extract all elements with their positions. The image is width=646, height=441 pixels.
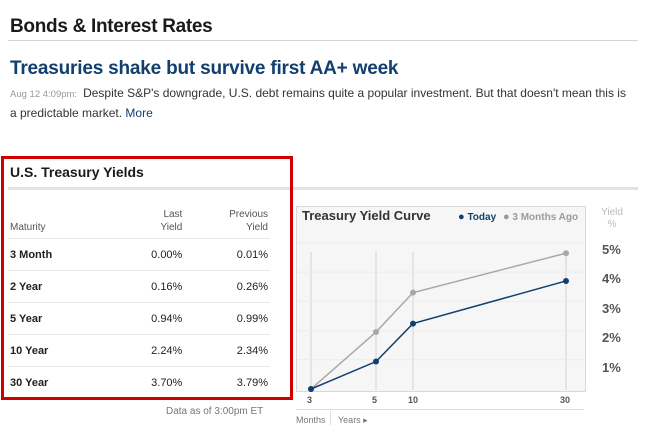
last-yield-cell: 2.24% xyxy=(104,334,185,367)
previous-yield-cell: 0.99% xyxy=(184,302,270,335)
table-row: 3 Month 0.00% 0.01% xyxy=(8,238,270,271)
previous-yield-cell: 2.34% xyxy=(184,334,270,367)
table-row: 2 Year 0.16% 0.26% xyxy=(8,270,270,303)
maturity-cell: 5 Year xyxy=(8,302,105,335)
article-headline-link[interactable]: Treasuries shake but survive first AA+ w… xyxy=(10,58,399,79)
data-point-today xyxy=(373,358,379,365)
y-tick-label: 3% xyxy=(602,301,621,316)
series-line-today xyxy=(310,280,567,390)
article-timestamp: Aug 12 4:09pm: xyxy=(10,89,78,100)
x-tick-label: 10 xyxy=(408,395,419,405)
chart-legend: ● Today ● 3 Months Ago xyxy=(458,211,578,223)
article-summary: Aug 12 4:09pm: Despite S&P's downgrade, U… xyxy=(10,84,632,122)
more-link[interactable]: More xyxy=(125,106,153,120)
y-tick-label: 1% xyxy=(602,360,621,375)
y-tick-label: 2% xyxy=(602,330,621,345)
highlight-box xyxy=(1,156,293,400)
treasury-yields-table: Maturity Last Yield Previous Yield 3 Month… xyxy=(8,205,270,398)
yields-section-divider xyxy=(8,187,638,190)
data-timestamp: Data as of 3:00pm ET xyxy=(166,406,264,417)
axis-unit-separator xyxy=(330,411,331,425)
table-row: 10 Year 2.24% 2.34% xyxy=(8,334,270,367)
x-axis-strip xyxy=(296,409,584,410)
yields-title: U.S. Treasury Yields xyxy=(10,164,144,180)
legend-today: ● Today xyxy=(458,211,497,223)
data-point-3-months-ago xyxy=(410,289,416,296)
col-maturity-header: Maturity xyxy=(8,205,105,239)
previous-yield-cell: 0.26% xyxy=(184,270,270,303)
chart-title: Treasury Yield Curve xyxy=(302,208,431,223)
x-tick-label: 5 xyxy=(372,395,378,405)
last-yield-cell: 3.70% xyxy=(151,376,183,389)
maturity-cell: 3 Month xyxy=(8,238,105,271)
data-point-today xyxy=(308,386,314,392)
y-tick-label: 4% xyxy=(602,271,621,286)
months-axis-label: Months xyxy=(296,415,326,425)
x-tick-label: 3 xyxy=(307,395,313,405)
col-previous-yield-header: Previous Yield xyxy=(184,205,270,239)
maturity-cell: 10 Year xyxy=(8,334,105,367)
table-row: 5 Year 0.94% 0.99% xyxy=(8,302,270,335)
data-point-3-months-ago xyxy=(373,329,379,336)
last-yield-cell: 0.94% xyxy=(104,302,185,335)
data-point-3-months-ago xyxy=(563,250,569,257)
section-title: Bonds & Interest Rates xyxy=(10,16,213,37)
x-tick-label: 30 xyxy=(560,395,571,405)
data-point-today xyxy=(410,320,416,327)
maturity-cell: 30 Year xyxy=(10,376,49,389)
table-row: 30 Year 3.70% 3.79% xyxy=(8,367,270,399)
y-tick-label: 5% xyxy=(602,242,621,257)
series-line-3-months-ago xyxy=(310,252,567,390)
maturity-cell: 2 Year xyxy=(8,270,105,303)
col-last-yield-header: Last Yield xyxy=(104,205,185,239)
previous-yield-cell: 3.79% xyxy=(236,376,268,389)
yield-curve-chart-panel xyxy=(296,206,586,392)
y-axis-label: Yield% xyxy=(601,207,623,230)
section-divider xyxy=(8,40,638,41)
years-toggle[interactable]: Years ▸ xyxy=(338,415,368,425)
last-yield-cell: 0.00% xyxy=(104,238,185,271)
data-point-today xyxy=(563,277,569,284)
previous-yield-cell: 0.01% xyxy=(184,238,270,271)
article-summary-text: Despite S&P's downgrade, U.S. debt remai… xyxy=(10,86,626,120)
last-yield-cell: 0.16% xyxy=(104,270,185,303)
table-header-row: Maturity Last Yield Previous Yield xyxy=(8,205,270,239)
legend-3-months-ago: ● 3 Months Ago xyxy=(502,211,579,223)
